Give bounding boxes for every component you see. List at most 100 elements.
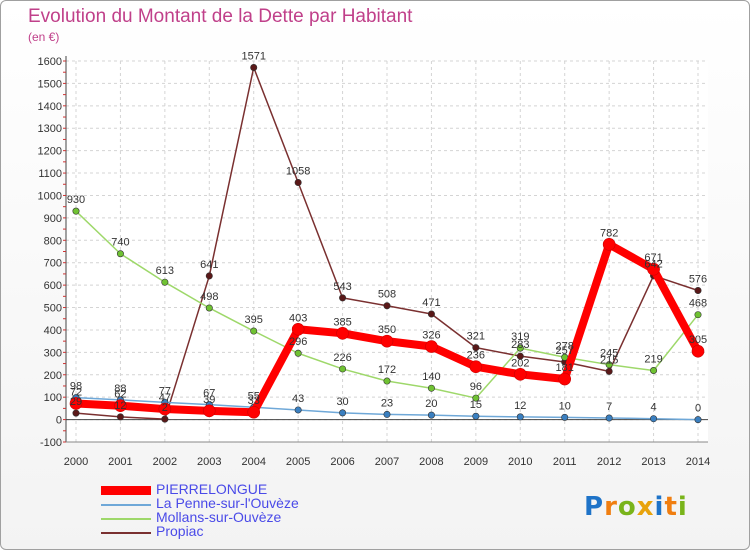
data-label: 0 bbox=[695, 403, 701, 415]
data-point bbox=[294, 406, 302, 414]
data-label: 245 bbox=[600, 348, 618, 360]
data-point bbox=[472, 344, 480, 352]
data-point bbox=[116, 413, 124, 421]
data-label: 403 bbox=[289, 312, 307, 324]
data-point bbox=[694, 311, 702, 319]
legend-label: Propiac bbox=[156, 523, 204, 539]
y-tick-label: 1500 bbox=[38, 78, 62, 90]
data-label: 39 bbox=[203, 394, 215, 406]
data-point bbox=[205, 272, 213, 280]
data-point bbox=[516, 352, 524, 360]
data-point bbox=[605, 361, 613, 369]
x-tick-label: 2004 bbox=[241, 456, 265, 468]
data-label: 278 bbox=[556, 340, 574, 352]
y-tick-label: 300 bbox=[44, 347, 62, 359]
data-point bbox=[694, 416, 702, 424]
data-label: 326 bbox=[422, 330, 440, 342]
y-tick-label: 400 bbox=[44, 325, 62, 337]
x-tick-label: 2001 bbox=[108, 456, 132, 468]
x-tick-label: 2011 bbox=[553, 456, 577, 468]
data-point bbox=[202, 404, 216, 418]
data-label: 642 bbox=[644, 259, 662, 271]
data-point bbox=[383, 377, 391, 385]
data-point bbox=[427, 411, 435, 419]
data-label: 782 bbox=[600, 227, 618, 239]
x-tick-label: 2013 bbox=[641, 456, 665, 468]
data-point bbox=[691, 344, 705, 358]
data-point bbox=[336, 327, 349, 340]
data-label: 740 bbox=[111, 237, 129, 249]
data-label: 1058 bbox=[286, 165, 310, 177]
chart-subtitle: (en €) bbox=[28, 30, 60, 44]
data-label: 613 bbox=[156, 265, 174, 277]
data-label: 29 bbox=[70, 396, 82, 408]
data-label: 181 bbox=[556, 362, 574, 374]
x-tick-label: 2007 bbox=[375, 456, 399, 468]
data-point bbox=[694, 286, 702, 294]
y-tick-label: 1000 bbox=[38, 190, 62, 202]
data-point bbox=[294, 349, 302, 357]
x-tick-label: 2008 bbox=[419, 456, 443, 468]
x-tick-label: 2002 bbox=[153, 456, 177, 468]
data-label: 172 bbox=[378, 364, 396, 376]
data-label: 305 bbox=[689, 334, 707, 346]
data-point bbox=[294, 178, 302, 186]
data-label: 12 bbox=[514, 400, 526, 412]
data-point bbox=[380, 334, 394, 348]
data-label: 15 bbox=[470, 399, 482, 411]
data-label: 319 bbox=[511, 331, 529, 343]
data-point bbox=[472, 394, 480, 402]
y-tick-label: 1400 bbox=[38, 101, 62, 113]
logo-letter: P bbox=[584, 492, 605, 522]
legend-label: Mollans-sur-Ouvèze bbox=[156, 509, 282, 525]
data-label: 543 bbox=[333, 281, 351, 293]
data-label: 77 bbox=[159, 385, 171, 397]
data-label: 671 bbox=[644, 252, 662, 264]
logo-letter: o bbox=[617, 492, 637, 522]
data-label: 47 bbox=[159, 392, 171, 404]
data-point bbox=[339, 409, 347, 417]
data-label: 508 bbox=[378, 289, 396, 301]
data-label: 641 bbox=[200, 259, 218, 271]
data-label: 321 bbox=[467, 331, 485, 343]
data-point bbox=[469, 360, 483, 373]
y-tick-label: 100 bbox=[44, 392, 62, 404]
data-point bbox=[427, 384, 435, 392]
data-point bbox=[291, 322, 305, 336]
logo-letter: t bbox=[664, 492, 678, 522]
y-tick-label: 500 bbox=[44, 303, 62, 315]
data-label: 72 bbox=[70, 386, 82, 398]
logo-letter: x bbox=[636, 492, 655, 522]
data-point bbox=[116, 250, 124, 258]
y-tick-label: 1100 bbox=[38, 168, 62, 180]
y-tick-label: 700 bbox=[44, 258, 62, 270]
data-label: 55 bbox=[248, 390, 260, 402]
logo-letter: r bbox=[604, 492, 618, 522]
data-label: 43 bbox=[292, 393, 304, 405]
x-tick-label: 2005 bbox=[286, 456, 310, 468]
data-label: 215 bbox=[600, 354, 618, 366]
data-label: 4 bbox=[651, 402, 657, 414]
data-point bbox=[158, 402, 172, 416]
data-point bbox=[558, 372, 572, 386]
data-point bbox=[513, 368, 527, 381]
data-point bbox=[516, 344, 524, 352]
data-label: 23 bbox=[381, 397, 393, 409]
data-point bbox=[383, 410, 391, 418]
logo-letter: i bbox=[654, 492, 665, 522]
data-point bbox=[427, 310, 435, 318]
data-label: 67 bbox=[203, 388, 215, 400]
data-point bbox=[605, 414, 613, 422]
data-point bbox=[339, 294, 347, 302]
data-point bbox=[250, 327, 258, 335]
x-tick-label: 2000 bbox=[64, 456, 88, 468]
data-point bbox=[647, 262, 660, 276]
data-point bbox=[69, 397, 83, 410]
chart-title: Evolution du Montant de la Dette par Hab… bbox=[28, 6, 413, 27]
data-label: 257 bbox=[556, 345, 574, 357]
data-point bbox=[425, 340, 438, 353]
data-point bbox=[561, 413, 569, 421]
data-point bbox=[650, 415, 658, 423]
x-tick-label: 2006 bbox=[330, 456, 354, 468]
data-point bbox=[650, 367, 658, 375]
